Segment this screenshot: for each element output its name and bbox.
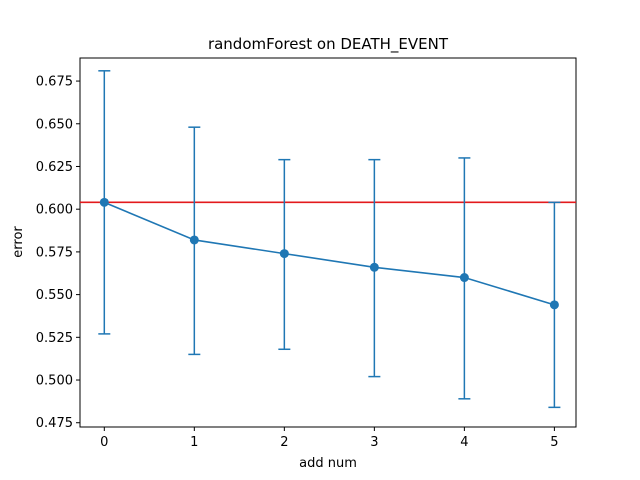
y-tick-label-0: 0.475 — [36, 416, 73, 431]
data-point-2 — [279, 249, 289, 259]
data-point-0 — [99, 197, 109, 207]
errorbar-layer — [98, 70, 561, 409]
data-point-5 — [549, 300, 559, 310]
y-tick-label-6: 0.625 — [36, 160, 73, 175]
data-point-1 — [189, 235, 199, 245]
line-layer — [103, 201, 555, 306]
point-layer — [99, 197, 559, 310]
y-tick-label-7: 0.650 — [36, 117, 73, 132]
x-tick-label-0: 0 — [100, 435, 108, 450]
x-axis-label: add num — [299, 456, 357, 471]
data-point-3 — [369, 262, 379, 272]
y-tick-label-5: 0.600 — [36, 203, 73, 218]
y-tick-label-1: 0.500 — [36, 374, 73, 389]
y-tick-label-8: 0.675 — [36, 75, 73, 90]
x-tick-label-2: 2 — [280, 435, 288, 450]
x-tick-label-3: 3 — [370, 435, 378, 450]
y-tick-label-2: 0.525 — [36, 331, 73, 346]
x-tick-label-5: 5 — [550, 435, 558, 450]
x-tick-label-1: 1 — [190, 435, 198, 450]
x-axis-ticks: 0 1 2 3 4 5 — [100, 427, 559, 450]
chart-title: randomForest on DEATH_EVENT — [208, 35, 449, 54]
y-axis-label: error — [11, 226, 26, 258]
y-axis-ticks: 0.475 0.500 0.525 0.550 0.575 0.600 0.625 0.650… — [36, 75, 80, 431]
x-tick-label-4: 4 — [460, 435, 468, 450]
data-point-4 — [459, 273, 469, 283]
series-line — [103, 201, 555, 306]
y-tick-label-4: 0.575 — [36, 245, 73, 260]
y-tick-label-3: 0.550 — [36, 288, 73, 303]
plot-frame — [79, 57, 577, 428]
